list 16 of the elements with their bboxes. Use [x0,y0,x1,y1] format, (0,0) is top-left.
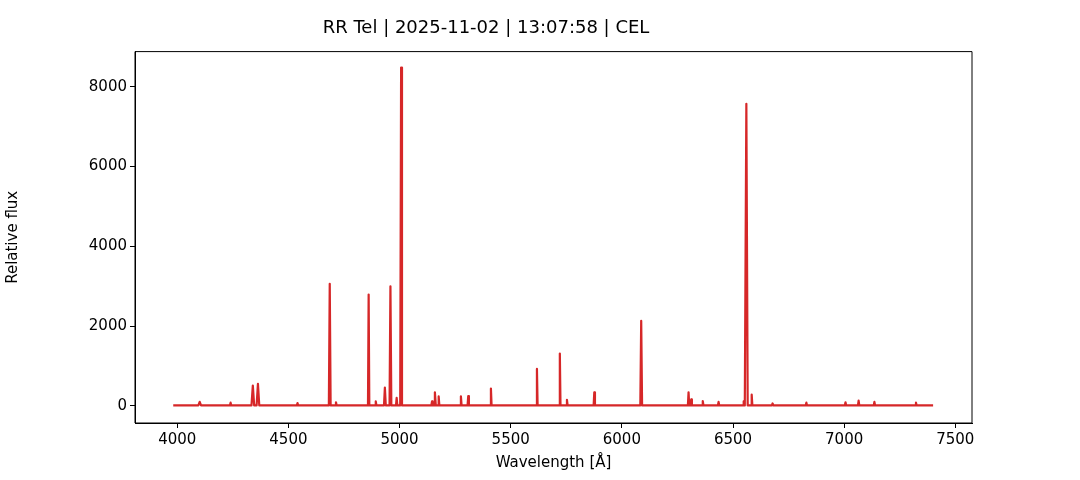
y-tick-label: 0 [117,395,127,414]
y-tick-label: 8000 [88,76,127,95]
y-tick-label: 6000 [88,156,127,175]
y-tick-label: 4000 [88,236,127,255]
x-tick-label: 6000 [602,429,641,448]
x-tick-label: 5000 [380,429,419,448]
x-tick-label: 5500 [491,429,530,448]
x-tick-label: 7500 [936,429,975,448]
x-tick-label: 4500 [269,429,308,448]
y-tick-label: 2000 [88,315,127,334]
x-tick-label: 4000 [158,429,197,448]
x-tick-label: 6500 [713,429,753,448]
x-axis-title: Wavelength [Å] [495,451,612,471]
y-axis-title: Relative flux [2,190,21,284]
chart-title: RR Tel | 2025-11-02 | 13:07:58 | CEL [322,16,650,38]
x-tick-label: 7000 [825,429,864,448]
